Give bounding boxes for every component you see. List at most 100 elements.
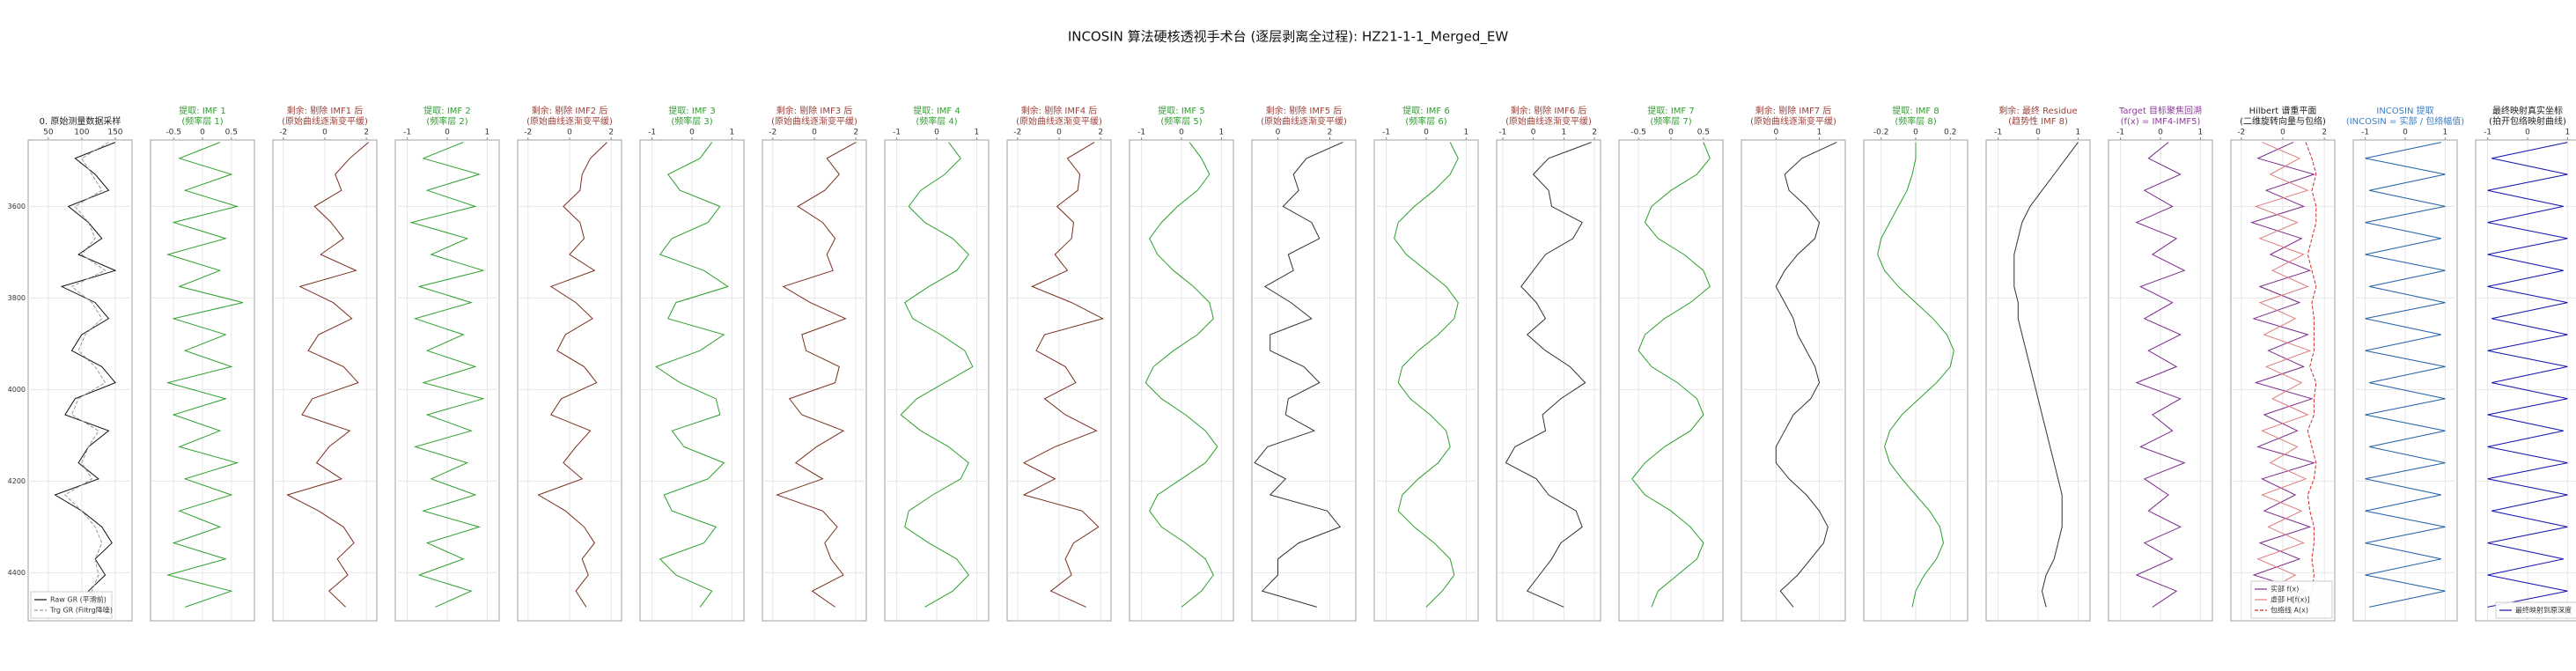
panel-frame: [1741, 139, 1846, 622]
x-tick-label: 0: [1056, 129, 1062, 137]
panel-subtitle: (f(x) = IMF4-IMF5): [2121, 117, 2201, 127]
panel-subtitle: (INCOSIN = 实部 / 包络幅值): [2346, 115, 2464, 127]
curve: [286, 142, 369, 608]
x-tick-label: -1: [2361, 129, 2369, 137]
panel-frame: [2475, 139, 2576, 622]
panel-title: 剩余: 剔除 IMF6 后: [1511, 105, 1587, 116]
x-tick-label: 0.5: [225, 129, 238, 137]
panel-title: 提取: IMF 3: [668, 106, 715, 116]
x-tick-label: 1: [2076, 129, 2081, 137]
x-tick-label: 0: [1179, 129, 1184, 137]
panel-title: 剩余: 剔除 IMF1 后: [287, 105, 364, 116]
x-tick-label: 0: [322, 129, 328, 137]
curve: [1022, 142, 1104, 608]
x-tick-label: 0: [689, 129, 695, 137]
x-tick-label: 1: [975, 129, 980, 137]
legend-label: 虚部 H[f(x)]: [2271, 595, 2310, 604]
panel-title: INCOSIN 提取: [2376, 106, 2433, 116]
panel-title: 0. 原始测量数据采样: [40, 115, 121, 127]
panel-subtitle: (频率层 2): [426, 115, 467, 127]
panel-frame: [27, 139, 133, 622]
x-tick-label: 0: [1531, 129, 1536, 137]
panel-title: 提取: IMF 5: [1158, 106, 1204, 116]
panel-title: 提取: IMF 6: [1402, 106, 1449, 116]
x-tick-label: 0: [934, 129, 939, 137]
panel-title: 剩余: 剔除 IMF4 后: [1021, 105, 1098, 116]
curve: [1877, 142, 1954, 608]
legend-label: 实部 f(x): [2271, 585, 2299, 594]
x-tick-label: 1: [1464, 129, 1469, 137]
legend-label: Trg GR (Filtrg降噪): [49, 606, 113, 615]
x-tick-label: 2: [1592, 129, 1597, 137]
curve: [2487, 142, 2568, 608]
curve: [1254, 142, 1343, 608]
panel-subtitle: (频率层 5): [1160, 115, 1202, 127]
x-tick-label: -0.5: [1630, 129, 1646, 137]
panel-subtitle: (频率层 1): [181, 115, 223, 127]
panel-title: 最终映射真实坐标: [2492, 105, 2563, 116]
curve: [2013, 142, 2079, 608]
panel-subtitle: (趋势性 IMF 8): [2008, 115, 2068, 127]
panel-subtitle: (原始曲线逐渐变平缓): [1016, 115, 1102, 127]
panel-subtitle: (原始曲线逐渐变平缓): [1750, 115, 1836, 127]
panel-title: 剩余: 最终 Residue: [1998, 105, 2077, 116]
legend-label: Raw GR (平滑前): [50, 595, 107, 604]
x-tick-label: 0: [2158, 129, 2163, 137]
x-tick-label: 0: [2280, 129, 2285, 137]
panel-title: 剩余: 剔除 IMF3 后: [776, 105, 853, 116]
panel-subtitle: (频率层 4): [916, 115, 957, 127]
x-tick-label: 2: [1098, 129, 1103, 137]
panel-title: 提取: IMF 7: [1647, 106, 1694, 116]
x-tick-label: 0: [567, 129, 572, 137]
y-tick-label: 4200: [8, 477, 26, 485]
curve: [166, 142, 244, 608]
panel-subtitle: (频率层 7): [1650, 115, 1691, 127]
curve: [900, 142, 974, 608]
curve: [64, 142, 109, 608]
x-tick-label: 0.5: [1697, 129, 1710, 137]
x-tick-label: 0.2: [1944, 129, 1956, 137]
x-tick-label: 1: [1219, 129, 1225, 137]
x-tick-label: 0: [2403, 129, 2408, 137]
x-tick-label: -2: [769, 129, 776, 137]
panel-title: Target 目标聚焦回溯: [2118, 105, 2202, 116]
curve: [2254, 142, 2312, 608]
legend-label: 最终映射到原深度: [2515, 606, 2572, 615]
panel-title: 提取: IMF 1: [179, 106, 225, 116]
x-tick-label: 1: [2198, 129, 2204, 137]
curve: [2135, 142, 2186, 608]
panel-subtitle: (原始曲线逐渐变平缓): [1261, 115, 1347, 127]
x-tick-label: -1: [1137, 129, 1145, 137]
x-tick-label: 50: [43, 129, 54, 137]
x-tick-label: -1: [2116, 129, 2124, 137]
x-tick-label: 100: [74, 129, 89, 137]
x-tick-label: -1: [1498, 129, 1506, 137]
x-tick-label: 1: [1817, 129, 1822, 137]
y-tick-label: 3600: [8, 203, 26, 210]
x-tick-label: 2: [2322, 129, 2327, 137]
panel-title: Hilbert 谱重平面: [2249, 105, 2317, 116]
y-tick-label: 4000: [8, 386, 26, 394]
panel-title: 提取: IMF 2: [423, 106, 470, 116]
x-tick-label: 0: [812, 129, 817, 137]
panel-title: 剩余: 剔除 IMF5 后: [1266, 105, 1343, 116]
legend-box: [2495, 601, 2576, 619]
curve: [2305, 142, 2317, 608]
curve: [1631, 142, 1711, 608]
curve: [1505, 142, 1592, 608]
x-tick-label: -2: [524, 129, 532, 137]
panel-title: 提取: IMF 8: [1892, 106, 1939, 116]
x-tick-label: -1: [1382, 129, 1390, 137]
legend-label: 包络线 A(x): [2271, 606, 2308, 615]
figure-title: INCOSIN 算法硬核透视手术台 (逐层剥离全过程): HZ21-1-1_Me…: [1068, 29, 1509, 46]
x-tick-label: 0: [1424, 129, 1429, 137]
panel-subtitle: (频率层 8): [1895, 115, 1936, 127]
panel-title: 提取: IMF 4: [913, 106, 960, 116]
x-tick-label: 2: [364, 129, 369, 137]
x-tick-label: 2: [1328, 129, 1333, 137]
x-tick-label: 0: [445, 129, 450, 137]
x-tick-label: 0: [1773, 129, 1778, 137]
x-tick-label: 0: [2035, 129, 2041, 137]
x-tick-label: -0.2: [1873, 129, 1889, 137]
y-tick-label: 4400: [8, 569, 26, 577]
